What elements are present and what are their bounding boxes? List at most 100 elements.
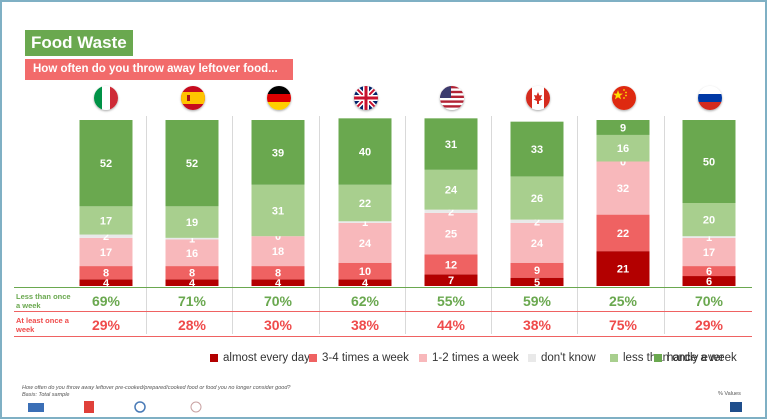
bar-segment	[424, 118, 478, 170]
bar-value-label: 4	[189, 278, 196, 290]
bar-segment	[510, 262, 564, 278]
bar-value-label: 5	[534, 277, 540, 289]
legend-swatch	[654, 354, 662, 362]
bar-value-label: 22	[359, 198, 371, 210]
bar-segment	[424, 254, 478, 275]
bar-value-label: 21	[617, 264, 629, 276]
summary-percent-value: 29%	[694, 317, 724, 333]
summary-percent-value: 71%	[177, 293, 207, 309]
bar-segment	[682, 266, 736, 277]
summary-percent-value: 29%	[91, 317, 121, 333]
bar-segment	[596, 161, 650, 215]
bar-segment	[165, 279, 219, 286]
legend-label: don't know	[541, 352, 596, 364]
bar-segment	[165, 120, 219, 207]
bar-segment	[424, 209, 478, 213]
legend-item-3-4-times-a-week: 3-4 times a week	[309, 352, 409, 364]
summary-percent-value: 62%	[350, 293, 380, 309]
germany-flag-icon	[267, 86, 291, 110]
bar-segment	[596, 214, 650, 252]
summary-divider-bottom	[14, 336, 752, 337]
bar-segment	[510, 176, 564, 220]
partner-logo-4	[190, 401, 202, 413]
bar-value-label: 4	[275, 278, 282, 290]
column-separator	[319, 116, 320, 334]
summary-percent-value: 25%	[608, 293, 638, 309]
usa-flag-icon	[440, 86, 464, 110]
column-separator	[232, 116, 233, 334]
bar-value-label: 31	[272, 205, 284, 217]
china-flag-icon	[612, 86, 636, 110]
column-separator	[577, 116, 578, 334]
legend-label: almost every day	[223, 352, 310, 364]
summary-percent-value: 75%	[608, 317, 638, 333]
column-separator	[664, 116, 665, 334]
bar-segment	[338, 222, 392, 263]
bar-segment	[682, 120, 736, 203]
question-subtitle: How often do you throw away leftover foo…	[25, 59, 293, 80]
bar-value-label: 0	[275, 231, 281, 243]
uk-flag-icon	[354, 86, 378, 110]
spain-flag-icon	[181, 86, 205, 110]
summary-divider-middle	[14, 311, 752, 312]
bar-segment	[79, 279, 133, 286]
bar-segment	[510, 277, 564, 286]
chart-legend: almost every day 3-4 times a week 1-2 ti…	[0, 352, 767, 366]
bar-value-label: 17	[100, 247, 112, 259]
bar-segment	[251, 120, 305, 185]
bar-segment	[510, 222, 564, 263]
legend-item-1-2-times-a-week: 1-2 times a week	[419, 352, 519, 364]
bar-segment	[251, 184, 305, 237]
bar-segment	[165, 237, 219, 240]
bar-segment	[251, 279, 305, 286]
legend-item-hardly-ever: hardly ever	[654, 352, 724, 364]
bar-value-label: 8	[189, 268, 195, 280]
bar-value-label: 19	[186, 217, 198, 229]
column-separator	[491, 116, 492, 334]
legend-swatch	[309, 354, 317, 362]
russia-flag-icon	[698, 86, 722, 110]
bar-segment	[338, 221, 392, 223]
bar-segment	[251, 266, 305, 280]
company-logo	[730, 402, 742, 412]
bar-segment	[338, 262, 392, 280]
bar-segment	[338, 184, 392, 222]
legend-label: 1-2 times a week	[432, 352, 519, 364]
bar-value-label: 17	[703, 247, 715, 259]
bar-value-label: 8	[275, 268, 281, 280]
bar-value-label: 32	[617, 183, 629, 195]
legend-item-less-than-once-a-week: less than once a week	[610, 352, 737, 364]
legend-item-dont-know: don't know	[528, 352, 596, 364]
bar-segment	[79, 120, 133, 207]
legend-swatch	[419, 354, 427, 362]
bar-segment	[165, 266, 219, 280]
bar-segment	[79, 237, 133, 267]
summary-percent-value: 55%	[436, 293, 466, 309]
bar-value-label: 4	[103, 278, 110, 290]
bar-value-label: 39	[272, 147, 284, 159]
summary-label-less-than-weekly: Less than once a week	[16, 292, 71, 310]
bar-segment	[682, 203, 736, 237]
bar-value-label: 7	[448, 275, 454, 287]
bar-segment	[79, 266, 133, 280]
bar-value-label: 50	[703, 157, 715, 169]
bar-segment	[424, 212, 478, 255]
bar-value-label: 24	[359, 238, 372, 250]
footnote-question: How often do you throw away leftover pre…	[22, 385, 291, 391]
summary-percent-value: 30%	[263, 317, 293, 333]
bar-value-label: 1	[362, 217, 368, 229]
partner-logo-1	[28, 403, 44, 412]
legend-swatch	[610, 354, 618, 362]
summary-percent-value: 69%	[91, 293, 121, 309]
column-separator	[405, 116, 406, 334]
bar-segment	[338, 279, 392, 286]
bar-value-label: 6	[706, 276, 712, 288]
bar-value-label: 10	[359, 266, 371, 278]
bar-value-label: 25	[445, 229, 457, 241]
bar-segment	[682, 237, 736, 267]
bar-value-label: 24	[531, 238, 544, 250]
bar-value-label: 9	[620, 122, 626, 134]
bar-value-label: 2	[448, 206, 454, 218]
summary-percent-value: 70%	[694, 293, 724, 309]
